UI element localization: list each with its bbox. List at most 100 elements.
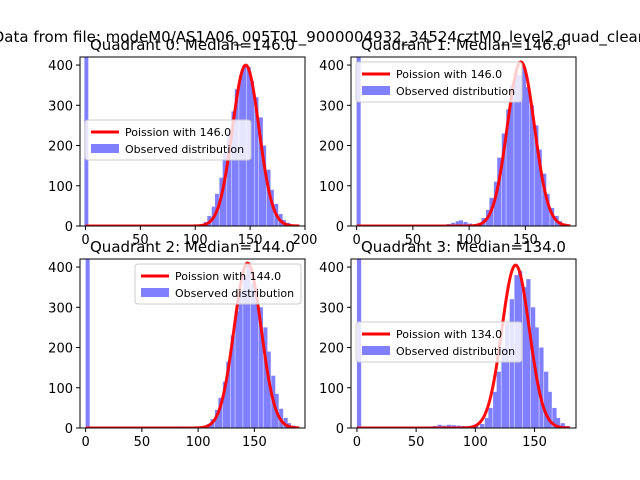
histogram-bar xyxy=(522,67,527,226)
y-tick-label: 200 xyxy=(48,342,73,357)
y-tick-label: 0 xyxy=(336,220,344,235)
legend-bar-swatch xyxy=(362,86,390,95)
axes-frame xyxy=(79,56,306,227)
y-tick-label: 400 xyxy=(319,59,344,74)
histogram-bar xyxy=(451,222,456,226)
histogram-bar xyxy=(493,181,498,226)
y-tick-label: 300 xyxy=(319,99,344,114)
histogram-bar xyxy=(258,307,263,428)
y-tick-label: 400 xyxy=(48,59,73,74)
histogram-bar xyxy=(218,397,223,428)
legend-bar-swatch xyxy=(141,288,169,297)
histogram-bar xyxy=(455,221,460,226)
histogram-bar xyxy=(497,157,502,226)
histogram-bar xyxy=(539,347,544,428)
y-tick-label: 400 xyxy=(319,261,344,276)
y-tick-label: 300 xyxy=(48,99,73,114)
histogram-bar xyxy=(484,417,490,428)
histogram-bar xyxy=(509,85,514,226)
x-tick-label: 100 xyxy=(183,233,208,248)
x-tick-label: 50 xyxy=(405,233,422,248)
histogram-bar xyxy=(222,381,227,428)
y-tick-label: 300 xyxy=(48,301,73,316)
axes-frame xyxy=(350,258,577,429)
histogram-bar xyxy=(235,311,240,428)
x-tick-label: 0 xyxy=(81,233,89,248)
y-tick-label: 100 xyxy=(48,180,73,195)
legend-label-fit: Poission with 134.0 xyxy=(396,328,502,341)
x-tick-label: 50 xyxy=(132,233,149,248)
plot-area xyxy=(356,57,571,226)
histogram-bar xyxy=(254,291,259,428)
y-tick-label: 400 xyxy=(48,261,73,276)
legend: Poission with 144.0 Observed distribution xyxy=(134,263,302,305)
histogram-bar xyxy=(459,220,464,226)
y-tick-label: 100 xyxy=(48,382,73,397)
x-tick-label: 150 xyxy=(242,435,267,450)
panel-title: Quadrant 2: Median=144.0 xyxy=(90,238,295,256)
histogram-bar xyxy=(542,173,547,226)
histogram-bar xyxy=(493,391,498,428)
legend-bar-swatch xyxy=(362,346,390,355)
histogram-bar xyxy=(480,423,485,428)
x-tick-label: 50 xyxy=(134,435,151,450)
x-tick-label: 150 xyxy=(513,233,538,248)
histogram-bar xyxy=(522,287,527,428)
histogram-bar xyxy=(226,361,231,428)
panel-title: Quadrant 0: Median=146.0 xyxy=(90,36,295,54)
x-tick-label: 100 xyxy=(186,435,211,450)
y-tick-label: 0 xyxy=(336,422,344,437)
panel-quadrant-3: 0 50 100 150 0 100 200 300 400 Quadrant 3: Median… xyxy=(319,238,577,450)
panel-title: Quadrant 1: Median=146.0 xyxy=(361,36,566,54)
histogram-bar xyxy=(496,371,501,428)
histogram-bar xyxy=(555,417,561,428)
histogram-bar xyxy=(222,153,227,226)
histogram-bar xyxy=(514,73,519,226)
legend-label-observed: Observed distribution xyxy=(125,143,244,156)
x-tick-label: 50 xyxy=(408,435,425,450)
histogram-bar xyxy=(283,417,288,428)
panel-quadrant-0: 0 50 100 150 200 0 100 200 300 400 Quadrant 0: Med… xyxy=(48,36,317,248)
histogram-bar xyxy=(230,335,235,428)
histogram-bar xyxy=(215,409,220,428)
y-tick-label: 200 xyxy=(48,140,73,155)
histogram-bar xyxy=(356,57,361,226)
histogram-bar xyxy=(463,221,468,226)
legend-label-observed: Observed distribution xyxy=(175,287,294,300)
x-tick-label: 0 xyxy=(81,435,89,450)
histogram-bar xyxy=(263,327,268,428)
histogram-bar xyxy=(262,145,267,226)
panel-quadrant-2: 0 50 100 150 0 100 200 300 400 Quadrant 2: Median… xyxy=(48,238,306,450)
histogram-bar xyxy=(534,125,539,226)
histogram-bar xyxy=(517,75,522,226)
histogram-bar xyxy=(537,149,542,226)
histogram-bar xyxy=(266,169,271,226)
y-tick-label: 200 xyxy=(319,342,344,357)
histogram-bar xyxy=(531,307,536,428)
histogram-bar xyxy=(269,189,274,226)
y-tick-label: 0 xyxy=(65,422,73,437)
histogram-bar xyxy=(545,193,550,226)
histogram-bar xyxy=(560,423,565,428)
histogram-bar xyxy=(266,351,271,428)
histogram-bar xyxy=(254,97,259,226)
legend-label-observed: Observed distribution xyxy=(396,85,515,98)
histogram-bar xyxy=(250,81,255,226)
legend-bar-swatch xyxy=(91,144,119,153)
histogram-bar xyxy=(552,407,557,428)
histogram-bar xyxy=(231,111,236,226)
legend: Poission with 134.0 Observed distribution xyxy=(355,321,523,363)
histogram-bar xyxy=(501,133,506,226)
histogram-bar xyxy=(501,347,506,428)
axes-frame xyxy=(350,56,577,227)
x-tick-label: 0 xyxy=(353,435,361,450)
y-tick-label: 100 xyxy=(319,382,344,397)
histogram-bar xyxy=(525,87,530,226)
histogram-bar xyxy=(246,265,251,428)
legend-label-observed: Observed distribution xyxy=(396,345,515,358)
x-tick-label: 200 xyxy=(293,233,318,248)
y-tick-label: 300 xyxy=(319,301,344,316)
histogram-bar xyxy=(85,259,90,428)
histogram-bar xyxy=(526,279,531,428)
